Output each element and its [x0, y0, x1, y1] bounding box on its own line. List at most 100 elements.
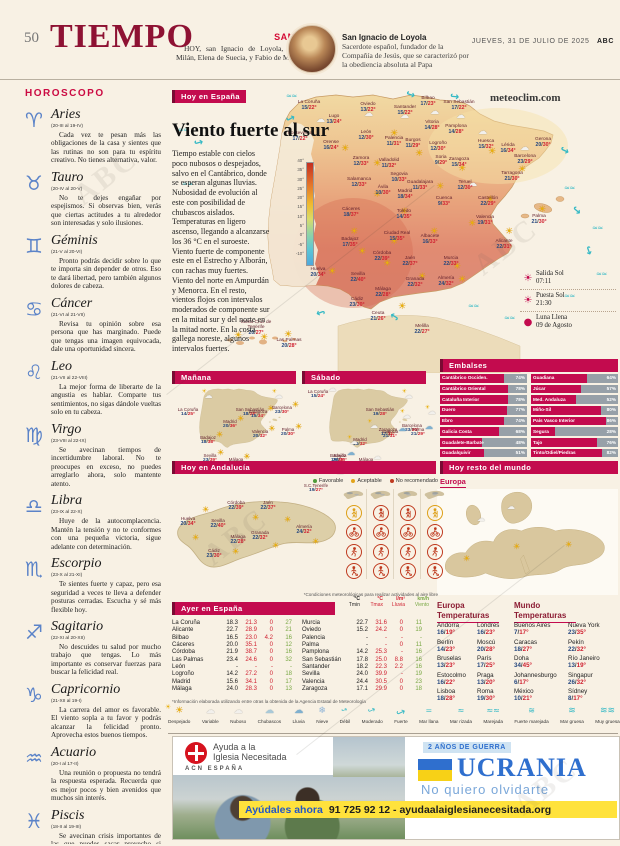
rain-icon: ☁ — [294, 706, 304, 716]
zodiac-icon: ♉ — [25, 170, 43, 195]
wave-icon: ≈≈ — [182, 180, 193, 188]
zodiac-icon: ♈ — [25, 108, 43, 132]
zodiac-icon: ♍ — [25, 422, 43, 447]
table-cell: 0 — [269, 649, 273, 656]
horoscope-list: ♈ Aries (20-III al 19-IV) Cada vez te pesan… — [25, 107, 161, 844]
sign-name: Cáncer — [51, 295, 93, 311]
legend-item: ☀ Despejado — [168, 707, 190, 725]
table-cell: - — [420, 634, 422, 641]
forecast-text: Tiempo estable con cielos poco nubosos o… — [172, 149, 270, 353]
horoscope-sign: ♉ Tauro (20-IV al 20-V) No te dejes engañar… — [25, 170, 161, 228]
table-cell: 18.3 — [226, 620, 238, 626]
ciclismo-icon — [345, 524, 362, 540]
table-cell: 16 — [415, 664, 422, 671]
column-header: l/m² Lluvia — [391, 596, 405, 608]
city-label: Salamanca 12/33° — [347, 177, 371, 188]
table-row: Alicante 22.7 28.9 0 21 — [172, 627, 302, 634]
temperature-colorbar — [306, 162, 314, 266]
table-cell: Pamplona — [302, 649, 330, 656]
table-cell: 32 — [285, 656, 292, 663]
ayer-left: La Coruña 18.3 21.3 0 27 Alicante 22.7 28.9 0 21 B… — [172, 620, 302, 693]
sun-icon: ☀ — [236, 414, 245, 423]
legend-item: ≋ Mar gruesa — [560, 707, 584, 725]
table-cell: - — [385, 634, 387, 641]
city-label: ☀ Valencia 20/32° — [251, 424, 276, 440]
table-cell: 21.9 — [226, 649, 238, 656]
reservoir-bar: Ebro 74% — [440, 416, 527, 426]
table-cell: 21.3 — [245, 620, 257, 626]
activity-column — [424, 489, 447, 579]
table-cell: 16 — [415, 656, 422, 663]
saint-block: San Ignacio de Loyola Sacerdote español,… — [342, 33, 474, 69]
ad-phone-url[interactable]: 91 725 92 12 - ayudaalaiglesianecesitada… — [328, 803, 552, 816]
table-cell: - — [255, 664, 257, 671]
city-label: Málaga 22/28° — [230, 534, 246, 545]
table-cell: Zaragoza — [302, 686, 328, 693]
legend-label: Mar gruesa — [560, 719, 584, 724]
city-temperature: Bruselas 13/23° — [437, 655, 473, 669]
scale-label: 25° — [297, 185, 304, 191]
reservoir-percent: 28% — [606, 428, 616, 434]
ad-org-sub: ACN ESPAÑA — [185, 766, 245, 772]
sun-icon: ☀ — [538, 205, 547, 215]
reservoir-name: País Vasco Interior — [533, 418, 575, 424]
table-cell: 25.0 — [375, 656, 387, 663]
legend-item: = Mar llana — [419, 707, 438, 725]
city-label: ☁ La Coruña 15/24° — [307, 384, 337, 400]
sunset-icon: ☀ — [523, 294, 533, 306]
ad-cta-button[interactable]: Ayúdales ahora — [245, 803, 323, 816]
sign-name: Tauro — [51, 169, 84, 185]
wave-icon: ≈≈ — [468, 302, 479, 310]
ad-org-name: Ayuda a la Iglesia Necesitada — [213, 742, 287, 763]
reservoir-percent: 80% — [606, 407, 616, 413]
wave-icon: ≈≈ — [178, 126, 189, 134]
sun-icon: ☀ — [284, 330, 293, 340]
acn-logo-icon — [185, 742, 207, 764]
table-cell: 24.6 — [245, 656, 257, 663]
andalucia-mini-map — [343, 490, 364, 499]
city-label: Guadalajara 11/33° — [406, 180, 434, 191]
sun-icon: ☀ — [202, 505, 210, 514]
city-label: Las Palmas 20/28° — [276, 338, 302, 349]
activity-grid — [343, 489, 445, 579]
table-cell: 24.0 — [226, 686, 238, 693]
mundo-title-line2: Temperaturas — [514, 610, 567, 620]
horoscope-sign: ♏ Escorpio (23-X al 21-XI) Te sientes fuert… — [25, 556, 161, 614]
carrera-icon — [372, 543, 389, 560]
city-label: Melilla 22/27° — [414, 324, 430, 335]
sign-name: Escorpio — [51, 556, 102, 572]
zodiac-icon: ♒ — [25, 745, 43, 770]
legend-label: Aceptable — [357, 478, 382, 484]
city-temperature: Londres 16/23° — [477, 622, 513, 636]
activity-column — [370, 489, 394, 579]
table-cell: 0 — [399, 678, 403, 685]
table-cell: 31.6 — [375, 620, 387, 626]
table-cell: 22.7 — [356, 620, 368, 626]
legend-label: Débil — [339, 719, 351, 724]
sign-text: No descuides tu salud por mucho trabajo … — [51, 642, 161, 677]
ad-cta-bar[interactable]: Ayúdales ahora 91 725 92 12 - ayudaalaig… — [239, 801, 617, 818]
sun-icon: ☀ — [341, 144, 350, 154]
senderismo-icon — [426, 504, 443, 521]
city-temperature: Nueva York 23/35° — [568, 622, 618, 636]
city-label: Ceuta 21/26° — [370, 311, 386, 322]
city-label: Almería 24/32° — [296, 524, 312, 535]
suncloud-icon: ☀☁ — [401, 388, 413, 400]
map-watermark: meteoclim.com — [490, 92, 561, 104]
sign-text: Pronto podrás decidir sobre lo que te im… — [51, 256, 161, 291]
wave-icon: ≈≈ — [592, 224, 603, 232]
table-cell: 14.2 — [226, 671, 238, 678]
city-label: Gerona 20/30° — [535, 137, 551, 148]
legend-item: Favorable — [312, 478, 343, 484]
advertisement[interactable]: Ayuda a la Iglesia Necesitada ACN ESPAÑA… — [172, 736, 620, 840]
city-label: ☀ ☁ Madrid 19/32° — [353, 418, 378, 447]
reservoir-row: Ebro 74% País Vasco Interior 86% — [440, 416, 618, 426]
sign-text: Huye de la autocomplacencia. Mantén la t… — [51, 517, 161, 551]
table-cell: 19 — [415, 671, 422, 678]
city-temperature: Praga 13/20° — [477, 672, 513, 686]
table-cell: 29.9 — [375, 686, 387, 693]
reservoir-name: Med. Andaluza — [533, 396, 566, 402]
table-cell: 0 — [269, 627, 273, 634]
city-name: Londres — [477, 622, 500, 629]
wave-icon: ≈≈ — [564, 292, 575, 300]
